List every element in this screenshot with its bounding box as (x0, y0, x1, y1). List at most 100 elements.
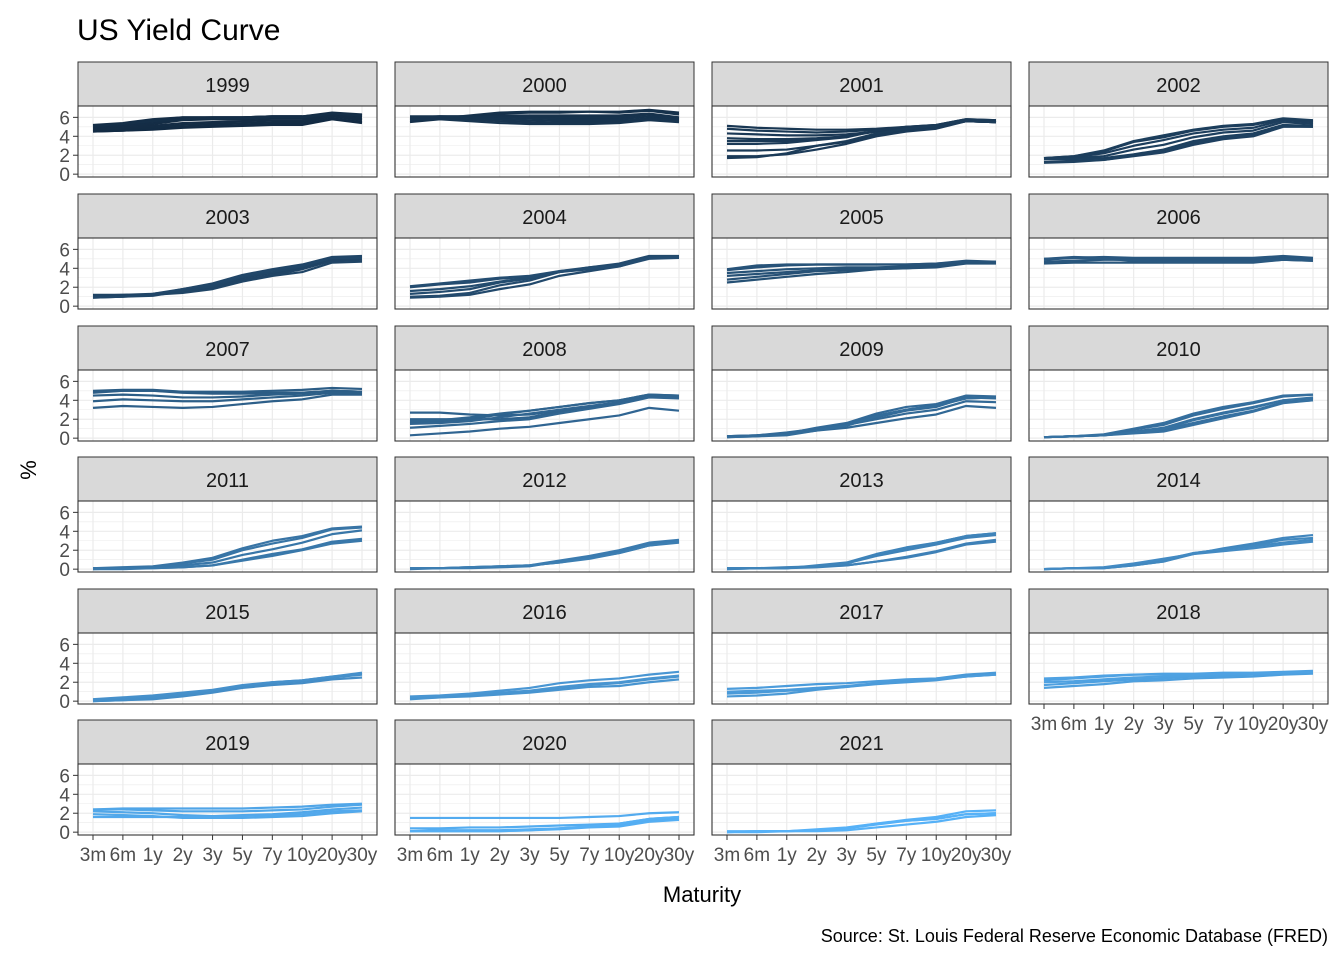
strip-2005 (711, 193, 1012, 239)
strip-label: 2012 (522, 470, 567, 492)
yield-curve-line (1043, 670, 1314, 680)
strip-2006 (1028, 193, 1329, 239)
y-tick-label: 0 (59, 165, 70, 186)
x-tick-label: 20y (1268, 714, 1299, 735)
yield-curve-line (409, 255, 680, 288)
x-tick-label: 30y (347, 845, 378, 866)
x-tick-label: 3y (1154, 714, 1175, 735)
yield-curve-line (93, 803, 363, 813)
panel-2013: 2013 (711, 456, 1012, 573)
yield-curve-line (92, 393, 362, 409)
yield-curve-line (726, 262, 996, 277)
y-tick-label: 0 (59, 560, 70, 581)
strip-2003 (77, 193, 378, 239)
y-tick-label: 2 (59, 146, 70, 167)
strip-label: 1999 (205, 75, 250, 97)
x-tick-label: 7y (262, 845, 283, 866)
x-tick-label: 6m (744, 845, 770, 866)
strip-2002 (1028, 61, 1329, 107)
y-tick-label: 0 (59, 297, 70, 318)
x-tick-label: 6m (1061, 714, 1087, 735)
yield-curve-line (726, 396, 997, 439)
panel-border (394, 500, 695, 573)
panel-border (77, 632, 378, 705)
x-tick-label: 1y (460, 845, 481, 866)
y-axis-label: % (16, 460, 41, 480)
y-tick-label: 4 (59, 522, 70, 543)
panel-2005: 2005 (711, 193, 1012, 310)
x-tick-label: 3m (397, 845, 423, 866)
yield-curve-line (1044, 123, 1314, 161)
yield-curve-line (409, 393, 680, 423)
y-tick-label: 6 (59, 240, 70, 261)
yield-curve-line (92, 389, 363, 399)
x-tick-label: 2y (807, 845, 828, 866)
y-tick-label: 6 (59, 372, 70, 393)
panel-2000: 2000 (394, 61, 695, 178)
strip-2010 (1028, 325, 1329, 371)
y-tick-label: 4 (59, 127, 70, 148)
y-tick-label: 2 (59, 673, 70, 694)
panel-2012: 2012 (394, 456, 695, 573)
strip-2004 (394, 193, 695, 239)
y-tick-label: 4 (59, 259, 70, 280)
panel-border (77, 500, 378, 573)
yield-curve-line (409, 395, 680, 426)
yield-curve-line (1043, 124, 1314, 164)
strip-label: 2003 (205, 207, 250, 229)
strip-label: 2015 (205, 602, 250, 624)
x-tick-label: 3y (203, 845, 224, 866)
strip-label: 2021 (839, 733, 884, 755)
panel-2016: 2016 (394, 588, 695, 705)
yield-curve-line (1043, 256, 1314, 263)
x-tick-label: 20y (317, 845, 348, 866)
x-tick-label: 30y (664, 845, 695, 866)
yield-curve-line (727, 532, 997, 570)
y-tick-label: 6 (59, 635, 70, 656)
x-tick-label: 20y (634, 845, 665, 866)
strip-label: 2000 (522, 75, 567, 97)
x-tick-label: 1y (143, 845, 164, 866)
panel-border (77, 763, 378, 836)
strip-2014 (1028, 456, 1329, 502)
panel-2010: 2010 (1028, 325, 1329, 442)
x-tick-label: 6m (427, 845, 453, 866)
strip-2000 (394, 61, 695, 107)
panel-border (1028, 237, 1329, 310)
yield-curve-line (410, 811, 680, 820)
y-tick-label: 4 (59, 785, 70, 806)
yield-curve-line (410, 540, 680, 570)
panel-border (77, 237, 378, 310)
x-tick-label: 3y (520, 845, 541, 866)
yield-curve-line (92, 115, 363, 132)
yield-curve-line (726, 119, 997, 160)
strip-2017 (711, 588, 1012, 634)
strip-label: 2011 (206, 470, 249, 492)
x-tick-label: 10y (287, 845, 318, 866)
strip-label: 2006 (1156, 207, 1201, 229)
panel-border (1028, 632, 1329, 705)
x-tick-label: 10y (604, 845, 635, 866)
strip-2007 (77, 325, 378, 371)
panel-2009: 2009 (711, 325, 1012, 442)
strip-label: 2018 (1156, 602, 1201, 624)
yield-curve-line (92, 810, 363, 820)
y-tick-label: 0 (59, 692, 70, 713)
y-tick-label: 4 (59, 654, 70, 675)
x-tick-label: 7y (579, 845, 600, 866)
x-tick-label: 3m (1031, 714, 1057, 735)
panel-border (711, 632, 1012, 705)
yield-curve-line (1043, 119, 1314, 160)
panel-2006: 2006 (1028, 193, 1329, 310)
x-tick-label: 2y (173, 845, 194, 866)
x-tick-label: 3y (837, 845, 858, 866)
panel-2018: 2018 3m 6m 1y 2y 3y 5y 7y 10y 20y 30y (1028, 588, 1329, 735)
x-tick-label: 30y (981, 845, 1012, 866)
panel-border (711, 105, 1012, 178)
strip-2008 (394, 325, 695, 371)
x-tick-label: 10y (1238, 714, 1269, 735)
